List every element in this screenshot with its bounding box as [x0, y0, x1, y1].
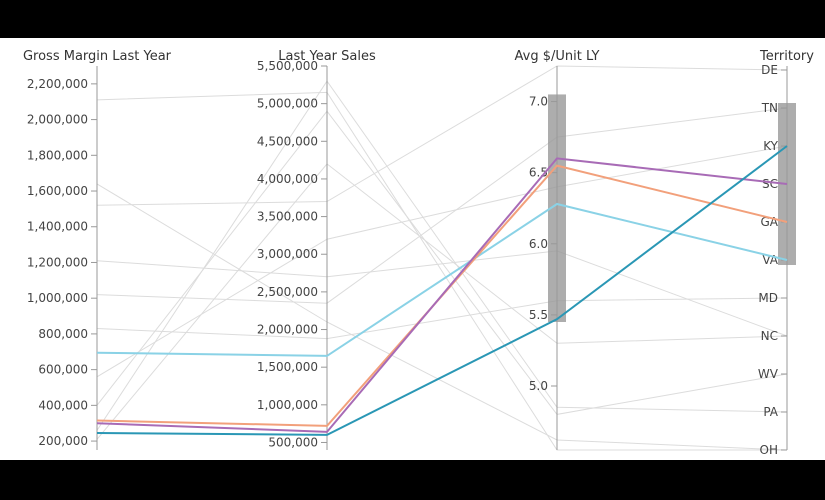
background-line — [96, 65, 788, 206]
tick-label: 3,000,000 — [257, 247, 318, 261]
tick-label: 5,000,000 — [257, 97, 318, 111]
axis-title: Gross Margin Last Year — [23, 49, 172, 64]
tick-label: WV — [758, 367, 779, 381]
tick-label: 2,500,000 — [257, 285, 318, 299]
tick-label: 600,000 — [38, 363, 88, 377]
background-line — [96, 163, 788, 440]
background-line — [96, 145, 788, 378]
tick-label: 2,200,000 — [27, 77, 88, 91]
tick-label: 1,600,000 — [27, 184, 88, 198]
tick-label: 6.0 — [529, 237, 548, 251]
background-lines — [96, 65, 788, 451]
tick-label: 4,500,000 — [257, 134, 318, 148]
tick-label: 1,200,000 — [27, 255, 88, 269]
tick-label: 500,000 — [268, 435, 318, 449]
parallel-coordinates-chart: Gross Margin Last Year 200,000 400,000 600,… — [0, 38, 825, 460]
background-line — [96, 183, 788, 451]
background-line — [96, 297, 788, 340]
axis-title: Territory — [759, 49, 814, 64]
axis-avg-unit-ly: Avg $/Unit LY5.05.56.06.57.0 — [515, 49, 600, 450]
tick-label: 5,500,000 — [257, 59, 318, 73]
tick-label: 1,400,000 — [27, 220, 88, 234]
background-line — [96, 250, 788, 337]
tick-label: 3,500,000 — [257, 210, 318, 224]
tick-label: 2,000,000 — [27, 113, 88, 127]
axes: Gross Margin Last Year 200,000 400,000 600,… — [23, 49, 814, 457]
tick-label: 800,000 — [38, 327, 88, 341]
axis-title: Avg $/Unit LY — [515, 49, 600, 64]
tick-label: 1,000,000 — [27, 291, 88, 305]
tick-label: OH — [760, 443, 778, 457]
tick-label: 5.0 — [529, 379, 548, 393]
highlighted-line[interactable] — [96, 145, 788, 436]
tick-label: NC — [761, 329, 778, 343]
background-line — [96, 110, 788, 415]
tick-label: 200,000 — [38, 434, 88, 448]
background-line — [96, 107, 788, 304]
tick-label: MD — [758, 291, 778, 305]
tick-label: 1,800,000 — [27, 148, 88, 162]
tick-label: 2,000,000 — [257, 323, 318, 337]
tick-label: 7.0 — [529, 95, 548, 109]
highlighted-line[interactable] — [96, 157, 788, 433]
axis-gross-margin-last-year: Gross Margin Last Year 200,000 400,000 600,… — [23, 49, 172, 450]
tick-label: KY — [763, 139, 778, 153]
background-line — [96, 91, 787, 451]
tick-label: 4,000,000 — [257, 172, 318, 186]
tick-label: 1,000,000 — [257, 398, 318, 412]
tick-label: PA — [763, 405, 778, 419]
tick-label: 400,000 — [38, 398, 88, 412]
tick-label: DE — [761, 63, 778, 77]
axis-title: Last Year Sales — [278, 49, 376, 64]
tick-label: TN — [761, 101, 778, 115]
tick-label: SC — [762, 177, 778, 191]
chart-svg: Gross Margin Last Year 200,000 400,000 600,… — [23, 49, 814, 457]
highlighted-lines — [96, 145, 788, 436]
background-line — [96, 80, 788, 431]
tick-label: 1,500,000 — [257, 360, 318, 374]
axis-last-year-sales: Last Year Sales 500,000 1,000,000 1,500,000… — [257, 49, 376, 450]
tick-label: 5.5 — [529, 308, 548, 322]
